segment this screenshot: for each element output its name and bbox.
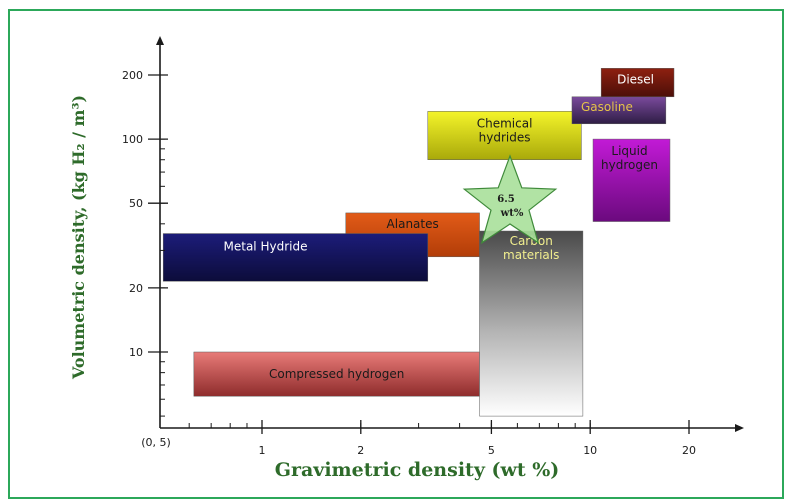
star-marker (462, 154, 558, 245)
x-tick-label: 20 (682, 444, 696, 457)
star-label-unit: wt% (500, 208, 524, 219)
region-chemical-hydrides (427, 111, 582, 160)
y-tick-label: 10 (129, 346, 143, 359)
regions-layer: Compressed hydrogen Alanates Metal Hydride… (162, 68, 675, 417)
region-label-metal-hydride: Metal Hydride (224, 240, 308, 254)
region-label-compressed-hydrogen: Compressed hydrogen (269, 367, 404, 381)
region-metal-hydride (162, 233, 429, 282)
y-axis-arrow (156, 36, 164, 45)
region-diesel (600, 68, 675, 98)
x-tick-label: 10 (583, 444, 597, 457)
star-label-value: 6.5 (497, 194, 514, 205)
origin-label: (0, 5) (141, 436, 171, 449)
region-liquid-hydrogen (592, 138, 671, 222)
region-label-liquid-hydrogen: Liquid hydrogen (601, 144, 658, 172)
x-tick-label: 1 (259, 444, 266, 457)
region-compressed-hydrogen (193, 351, 480, 397)
region-label-diesel: Diesel (617, 72, 654, 86)
region-label-alanates: Alanates (387, 217, 439, 231)
y-tick-label: 200 (122, 69, 143, 82)
x-axis-arrow (735, 424, 744, 432)
axes-layer: 1 2 5 10 20 10 20 50 100 200 (0, 5) (122, 36, 744, 457)
y-tick-label: 50 (129, 197, 143, 210)
region-carbon-materials (479, 230, 584, 417)
x-tick-label: 2 (357, 444, 364, 457)
y-tick-label: 20 (129, 282, 143, 295)
x-tick-label: 5 (488, 444, 495, 457)
region-label-carbon-materials: Carbon materials (503, 234, 559, 262)
region-label-chemical-hydrides: Chemical hydrides (477, 116, 533, 144)
y-tick-label: 100 (122, 133, 143, 146)
x-axis-title: Gravimetric density (wt %) (275, 459, 560, 481)
y-axis-title: Volumetric density, (kg H₂ / m³) (69, 95, 88, 380)
region-label-gasoline: Gasoline (581, 100, 633, 114)
marker-layer: 6.5 wt% (462, 154, 558, 245)
